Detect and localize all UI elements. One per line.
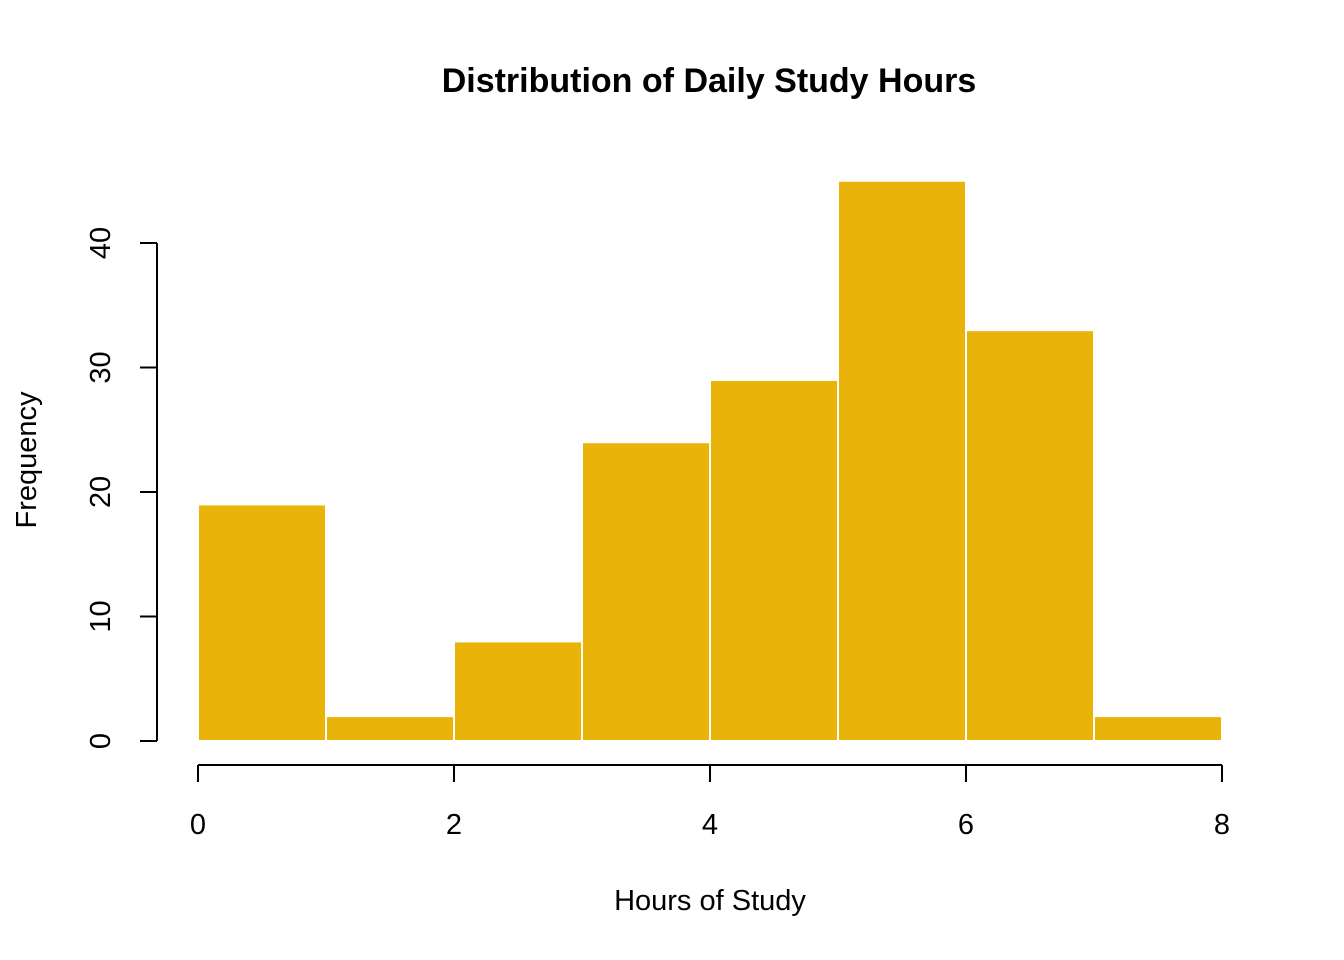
x-tick-label: 8 [1214,809,1230,841]
y-tick-label: 40 [85,227,117,259]
histogram-bar [581,441,711,742]
x-tick-label: 2 [446,809,462,841]
bars-group [197,179,1223,743]
histogram-bar [197,503,327,743]
x-tick-label: 4 [702,809,718,841]
y-tick-label: 30 [85,351,117,383]
x-axis: 0 2 4 6 8 [190,764,1230,841]
x-axis-label: Hours of Study [614,885,806,917]
y-tick-label: 10 [85,600,117,632]
y-axis: 0 10 20 30 40 [85,227,158,749]
histogram-bar [1093,715,1223,742]
chart-title: Distribution of Daily Study Hours [442,62,977,100]
histogram-bar [453,640,583,743]
x-tick-label: 0 [190,809,206,841]
histogram-bar [709,378,839,742]
y-tick-label: 20 [85,476,117,508]
y-tick-label: 0 [85,733,117,749]
histogram-bar [325,715,455,742]
histogram-bar [837,179,967,742]
x-tick-label: 6 [958,809,974,841]
histogram-bar [965,329,1095,742]
y-axis-label: Frequency [11,391,43,529]
